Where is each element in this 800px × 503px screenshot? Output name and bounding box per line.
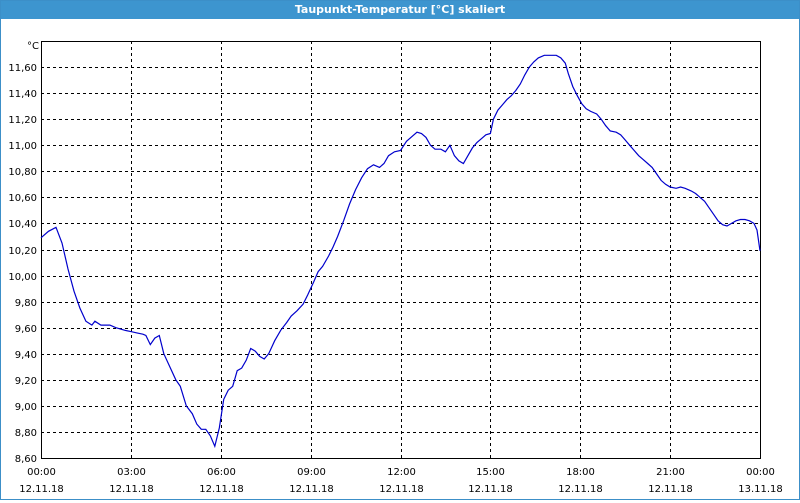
x-tick-time-label: 09:00 <box>297 467 326 478</box>
x-tick-date-label: 12.11.18 <box>19 484 64 495</box>
y-tick-label: 11,00 <box>8 141 37 152</box>
y-axis-unit-label: °C <box>27 41 39 52</box>
y-axis-ticks: 8,60 8,80 9,00 9,20 9,40 9,60 9,80 10,00 10,20 10… <box>8 63 37 465</box>
y-tick-label: 9,60 <box>15 324 37 335</box>
chart-series <box>40 54 761 449</box>
y-tick-label: 10,00 <box>8 272 37 283</box>
y-tick-label: 9,40 <box>15 350 37 361</box>
window-title: Taupunkt-Temperatur [°C] skaliert <box>1 1 799 19</box>
x-tick-date-label: 12.11.18 <box>289 484 334 495</box>
x-tick-date-label: 12.11.18 <box>558 484 603 495</box>
plot-frame <box>41 41 761 459</box>
chart-area: 8,60 8,80 9,00 9,20 9,40 9,60 9,80 10,00 10,20 10… <box>1 19 799 499</box>
x-tick-date-label: 12.11.18 <box>379 484 424 495</box>
x-axis-ticks: 00:00 12.11.18 03:00 12.11.18 06:00 12.11.18 0… <box>19 467 783 495</box>
y-tick-label: 8,60 <box>15 454 37 465</box>
y-tick-label: 10,60 <box>8 193 37 204</box>
y-tick-label: 9,20 <box>15 376 37 387</box>
x-tick-time-label: 21:00 <box>656 467 685 478</box>
chart-axes <box>41 41 761 459</box>
y-tick-label: 11,20 <box>8 115 37 126</box>
y-tick-label: 8,80 <box>15 428 37 439</box>
chart-grid <box>41 41 761 459</box>
y-tick-label: 11,60 <box>8 63 37 74</box>
x-tick-date-label: 12.11.18 <box>199 484 244 495</box>
x-tick-date-label: 12.11.18 <box>648 484 693 495</box>
x-tick-time-label: 18:00 <box>566 467 595 478</box>
x-tick-time-label: 12:00 <box>387 467 416 478</box>
y-tick-label: 10,20 <box>8 246 37 257</box>
y-tick-label: 10,40 <box>8 219 37 230</box>
x-tick-date-label: 13.11.18 <box>738 484 783 495</box>
x-tick-time-label: 00:00 <box>27 467 56 478</box>
x-tick-time-label: 00:00 <box>746 467 775 478</box>
x-tick-date-label: 12.11.18 <box>468 484 513 495</box>
x-tick-time-label: 15:00 <box>476 467 505 478</box>
y-tick-label: 10,80 <box>8 167 37 178</box>
series-line <box>40 54 761 449</box>
line-chart: 8,60 8,80 9,00 9,20 9,40 9,60 9,80 10,00 10,20 10… <box>8 41 783 495</box>
y-tick-label: 11,40 <box>8 89 37 100</box>
x-tick-time-label: 06:00 <box>207 467 236 478</box>
x-tick-date-label: 12.11.18 <box>109 484 154 495</box>
x-tick-time-label: 03:00 <box>117 467 146 478</box>
y-tick-label: 9,00 <box>15 402 37 413</box>
y-tick-label: 9,80 <box>15 298 37 309</box>
